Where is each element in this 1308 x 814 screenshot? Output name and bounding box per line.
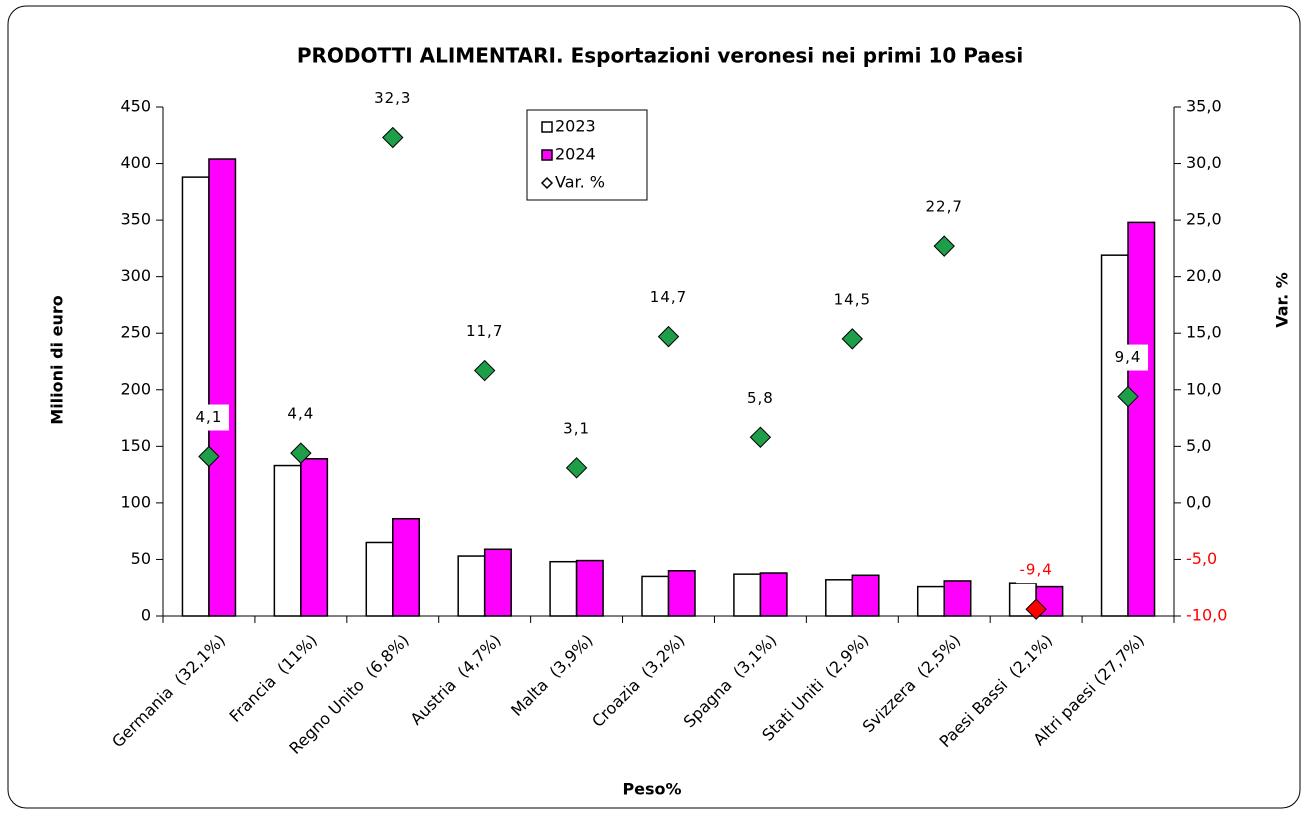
data-label-bg (740, 385, 781, 412)
data-label-bg (464, 318, 505, 345)
bar (943, 580, 972, 617)
bar (825, 579, 854, 617)
legend-marker (540, 176, 554, 190)
data-label: 11,7 (466, 322, 503, 340)
data-label: 5,8 (747, 389, 774, 407)
bar (1100, 254, 1129, 617)
y-tick-label: 400 (120, 153, 151, 172)
y-tick-label: 300 (120, 266, 151, 285)
data-label: -9,4 (1019, 561, 1052, 579)
y2-axis-label: Var. % (1273, 272, 1292, 328)
legend-label: 2024 (555, 145, 596, 164)
bar (759, 572, 788, 617)
y-tick-label: 350 (120, 210, 151, 229)
data-label: 22,7 (926, 198, 963, 216)
y-tick-label: 100 (120, 492, 151, 511)
y2-tick-label: 15,0 (1186, 323, 1222, 342)
bar (851, 574, 880, 617)
bar (733, 573, 762, 617)
data-label-bg (1108, 344, 1149, 371)
y2-tick-label: -5,0 (1186, 549, 1217, 568)
y-tick-label: 50 (131, 549, 151, 568)
y-tick-label: 250 (120, 323, 151, 342)
y2-tick-label: -10,0 (1186, 606, 1227, 625)
data-label: 32,3 (374, 89, 411, 107)
y2-tick-label: 5,0 (1186, 436, 1211, 455)
legend-label: Var. % (555, 173, 605, 192)
y2-tick-label: 25,0 (1186, 210, 1222, 229)
data-label-bg (372, 85, 413, 112)
y-tick-label: 450 (120, 97, 151, 116)
data-label: 4,1 (196, 408, 223, 426)
y-axis-label: Milioni di euro (48, 295, 67, 424)
data-label-bg (648, 284, 689, 311)
data-label-bg (924, 194, 965, 221)
bar (483, 548, 512, 617)
bar (273, 464, 302, 617)
data-label-bg (280, 401, 321, 428)
bar (365, 541, 394, 617)
chart-title: PRODOTTI ALIMENTARI. Esportazioni verone… (297, 44, 1023, 68)
marker (933, 235, 955, 257)
chart-border (7, 5, 1301, 809)
y-tick-label: 0 (141, 606, 151, 625)
y2-tick-label: 0,0 (1186, 492, 1211, 511)
data-label: 9,4 (1115, 348, 1142, 366)
x-axis-label: Peso% (622, 780, 681, 799)
data-label-bg (556, 415, 597, 442)
marker (1025, 598, 1047, 620)
legend-marker (541, 121, 553, 133)
y2-tick-label: 35,0 (1186, 97, 1222, 116)
y2-tick-label: 30,0 (1186, 153, 1222, 172)
marker (657, 325, 680, 348)
bar (457, 555, 486, 617)
bar (549, 560, 578, 617)
bar (641, 575, 670, 617)
bar (575, 559, 604, 617)
bar (300, 458, 329, 617)
data-label: 3,1 (563, 419, 590, 437)
data-label: 4,4 (287, 405, 314, 423)
marker (749, 426, 772, 448)
bar (181, 176, 210, 617)
marker (290, 442, 312, 464)
data-label-bg (188, 404, 229, 431)
legend-marker (541, 149, 553, 161)
y2-tick-label: 20,0 (1186, 266, 1222, 285)
marker (382, 126, 404, 149)
legend-label: 2023 (555, 117, 596, 136)
bar (667, 570, 696, 617)
marker (1117, 385, 1139, 408)
bar (208, 158, 237, 617)
data-label: 14,7 (650, 288, 687, 306)
data-label: 14,5 (834, 290, 871, 308)
data-label-bg (1016, 557, 1057, 584)
bar (916, 585, 945, 617)
y-tick-label: 200 (120, 379, 151, 398)
marker (473, 359, 496, 382)
y2-tick-label: 10,0 (1186, 379, 1222, 398)
marker (565, 457, 588, 479)
bar (392, 517, 421, 617)
marker (198, 445, 220, 468)
data-label-bg (832, 286, 873, 313)
y-tick-label: 150 (120, 436, 151, 455)
bar (1127, 221, 1156, 617)
marker (841, 328, 864, 350)
